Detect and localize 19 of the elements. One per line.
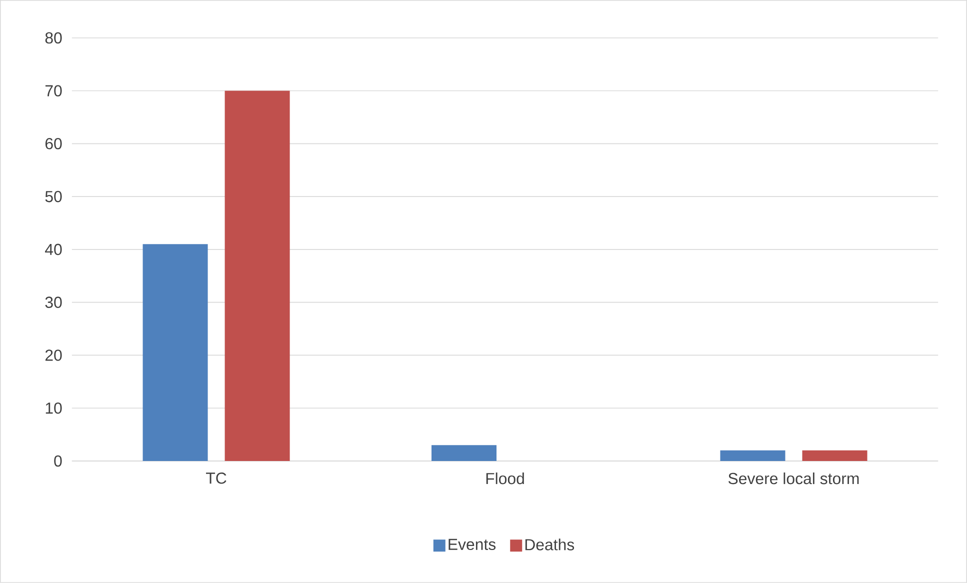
legend-label: Events bbox=[448, 538, 496, 550]
y-tick-label: 20 bbox=[45, 350, 62, 361]
y-tick-label: 40 bbox=[45, 244, 62, 256]
bar bbox=[142, 244, 208, 462]
y-tick-label: 60 bbox=[45, 138, 62, 150]
y-tick-label: 10 bbox=[46, 402, 62, 414]
bar bbox=[224, 90, 290, 462]
bar bbox=[432, 445, 497, 462]
y-tick-label: 80 bbox=[45, 32, 62, 44]
legend-label: Deaths bbox=[525, 538, 574, 550]
bar bbox=[720, 450, 786, 462]
bar bbox=[802, 450, 868, 462]
x-tick-label: TC bbox=[206, 472, 226, 484]
y-tick-label: 30 bbox=[45, 296, 62, 308]
y-tick-label: 0 bbox=[54, 455, 62, 467]
y-tick-label: 70 bbox=[45, 85, 62, 96]
x-tick-label: Flood bbox=[486, 472, 524, 484]
x-tick-label: Severe local storm bbox=[728, 472, 859, 484]
y-tick-label: 50 bbox=[45, 190, 62, 202]
